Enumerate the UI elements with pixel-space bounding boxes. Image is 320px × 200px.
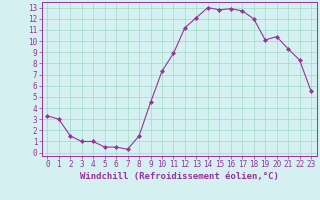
X-axis label: Windchill (Refroidissement éolien,°C): Windchill (Refroidissement éolien,°C): [80, 172, 279, 181]
